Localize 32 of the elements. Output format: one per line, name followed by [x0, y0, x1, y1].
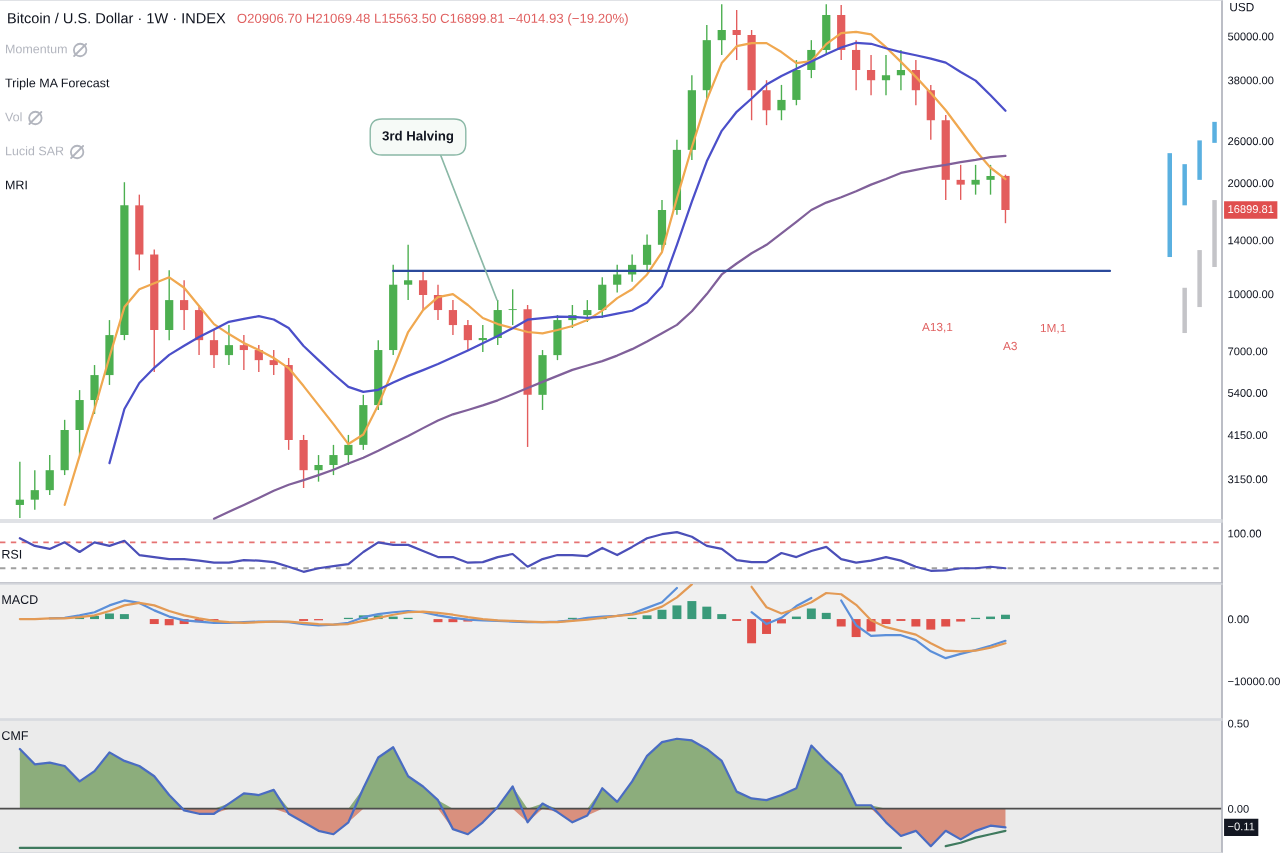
- annotation: Lucid SAR: [6, 146, 64, 156]
- y-tick-label: 10000.00: [1228, 290, 1274, 299]
- text: MACD: [2, 595, 38, 605]
- y-tick-label: 26000.00: [1228, 137, 1274, 146]
- text: Bitcoin / U.S. Dollar · 1W · INDEX: [8, 12, 226, 24]
- y-tick-label: 50000.00: [1228, 32, 1274, 41]
- y-tick-label: 0.00: [1227, 615, 1249, 624]
- y-tick-label: 7000.00: [1228, 347, 1268, 356]
- y-tick-label: 20000.00: [1228, 179, 1274, 188]
- annotation: Triple MA Forecast: [5, 78, 110, 90]
- annotation: −0.11: [1228, 822, 1255, 831]
- text: 100.00: [1228, 529, 1262, 538]
- text: 16899.81: [1228, 205, 1274, 213]
- y-tick-label: 5400.00: [1228, 389, 1268, 397]
- annotation: A13,1: [922, 322, 953, 333]
- y-tick-label: 38000.00: [1227, 76, 1274, 85]
- text: O20906.70 H21069.48 L15563.50 C16899.81 −4014.93 (−19.20%): [237, 13, 628, 26]
- text: CMF: [2, 731, 28, 741]
- y-axis-title: USD: [1230, 2, 1254, 12]
- text: RSI: [2, 549, 22, 559]
- y-tick-label: 14000.00: [1228, 236, 1274, 245]
- y-tick-label: 0.00: [1227, 804, 1249, 813]
- annotation: MRI: [6, 180, 27, 190]
- annotation: Vol: [5, 112, 22, 122]
- annotation: Momentum: [6, 44, 67, 54]
- annotation: 1M,1: [1040, 323, 1066, 334]
- annotation: A3: [1003, 341, 1017, 351]
- y-tick-label: 0.50: [1227, 719, 1249, 728]
- y-tick-label: −10000.00: [1228, 677, 1280, 686]
- y-tick-label: 4150.00: [1227, 431, 1268, 440]
- y-tick-label: 3150.00: [1227, 475, 1268, 484]
- annotation: 3rd Halving: [382, 130, 454, 144]
